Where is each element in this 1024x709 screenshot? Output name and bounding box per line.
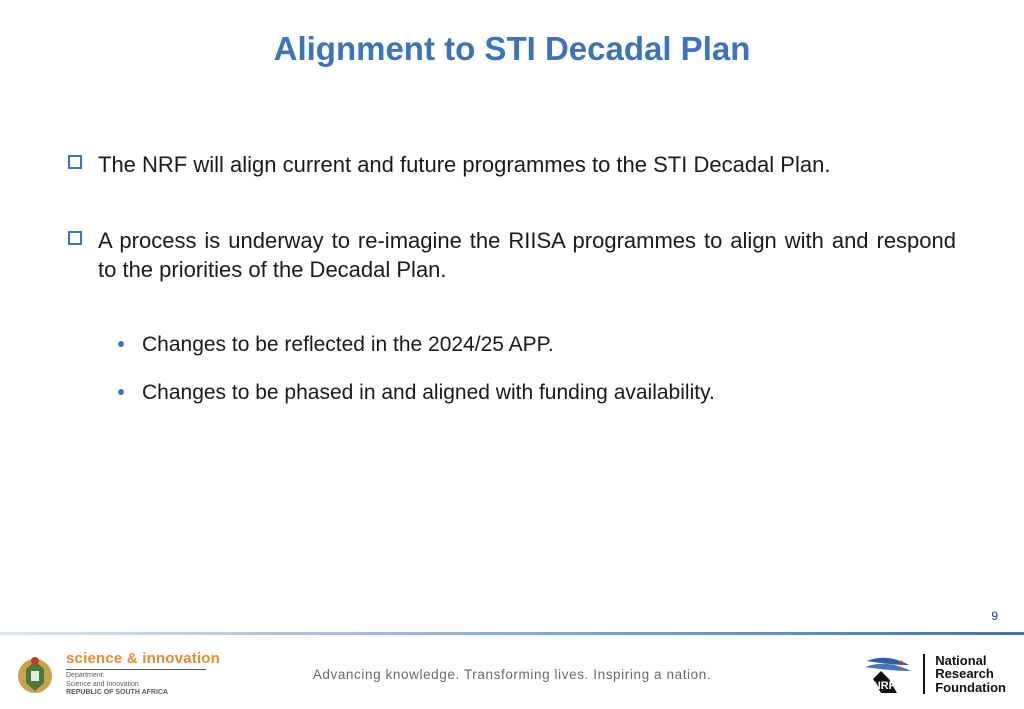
sub-bullet-text: Changes to be reflected in the 2024/25 A… bbox=[142, 331, 554, 359]
nrf-line: Research bbox=[935, 667, 1006, 681]
sub-bullet-item: Changes to be phased in and aligned with… bbox=[118, 379, 956, 407]
sub-bullet-item: Changes to be reflected in the 2024/25 A… bbox=[118, 331, 956, 359]
vertical-divider bbox=[923, 654, 925, 694]
nrf-line: National bbox=[935, 654, 1006, 668]
divider-line bbox=[0, 632, 1024, 635]
nrf-text-block: National Research Foundation bbox=[935, 654, 1006, 695]
dot-bullet-icon bbox=[118, 389, 124, 395]
body-content: The NRF will align current and future pr… bbox=[68, 150, 956, 428]
si-title: science & innovation bbox=[66, 650, 220, 667]
nrf-logo-icon: NRF bbox=[861, 655, 913, 693]
nrf-line: Foundation bbox=[935, 681, 1006, 695]
si-country-line: REPUBLIC OF SOUTH AFRICA bbox=[66, 689, 220, 697]
square-bullet-icon bbox=[68, 231, 82, 245]
sub-bullet-text: Changes to be phased in and aligned with… bbox=[142, 379, 715, 407]
slide: Alignment to STI Decadal Plan The NRF wi… bbox=[0, 0, 1024, 709]
sub-bullet-list: Changes to be reflected in the 2024/25 A… bbox=[118, 331, 956, 408]
nrf-acronym: NRF bbox=[873, 680, 896, 692]
slide-title: Alignment to STI Decadal Plan bbox=[0, 30, 1024, 68]
bullet-text: The NRF will align current and future pr… bbox=[98, 150, 830, 180]
si-dept-line: Science and Innovation bbox=[66, 681, 220, 689]
bullet-item: The NRF will align current and future pr… bbox=[68, 150, 956, 180]
bullet-item: A process is underway to re-imagine the … bbox=[68, 226, 956, 285]
dot-bullet-icon bbox=[118, 341, 124, 347]
page-number: 9 bbox=[991, 609, 998, 623]
footer-right-logo-block: NRF National Research Foundation bbox=[861, 654, 1006, 695]
square-bullet-icon bbox=[68, 155, 82, 169]
bullet-text: A process is underway to re-imagine the … bbox=[98, 226, 956, 285]
footer: science & innovation Department: Science… bbox=[0, 639, 1024, 709]
